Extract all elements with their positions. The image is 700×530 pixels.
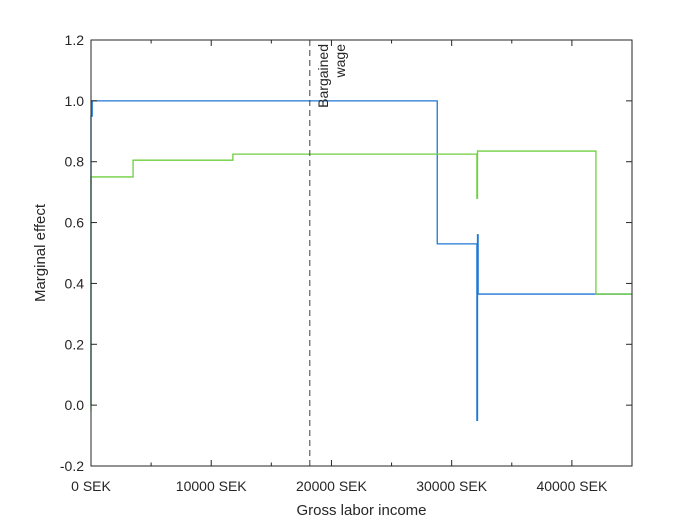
x-axis-title: Gross labor income — [296, 502, 426, 519]
y-tick-label: 0.8 — [65, 154, 85, 170]
y-axis-title: Marginal effect — [32, 203, 49, 302]
series-line-1 — [90, 100, 632, 422]
y-tick-label: 0.6 — [65, 215, 85, 231]
y-tick-label: 1.0 — [65, 93, 85, 109]
plot-area — [91, 40, 632, 466]
bargained-wage-label-line-2: wage — [332, 44, 348, 79]
x-tick-label: 20000 SEK — [296, 478, 367, 494]
y-tick-label: 0.0 — [65, 397, 85, 413]
y-tick-label: 1.2 — [65, 32, 85, 48]
y-tick-label: -0.2 — [60, 458, 84, 474]
x-tick-label: 40000 SEK — [536, 478, 607, 494]
y-axis: -0.2 0.0 0.2 0.4 0.6 0.8 1.0 1.2 — [60, 32, 632, 474]
x-tick-label: 30000 SEK — [416, 478, 487, 494]
x-axis: 0 SEK 10000 SEK 20000 SEK 30000 SEK 40000 SE… — [71, 40, 633, 494]
x-tick-label: 0 SEK — [71, 478, 111, 494]
y-tick-label: 0.4 — [65, 275, 85, 291]
bargained-wage-label-line-1: Bargained — [315, 44, 331, 108]
series-layer — [90, 100, 632, 422]
series-line-2 — [90, 150, 632, 412]
x-tick-label: 10000 SEK — [176, 478, 247, 494]
axes-box — [90, 39, 633, 467]
y-tick-label: 0.2 — [65, 336, 85, 352]
annotation-layer: Bargained wage — [309, 40, 348, 466]
